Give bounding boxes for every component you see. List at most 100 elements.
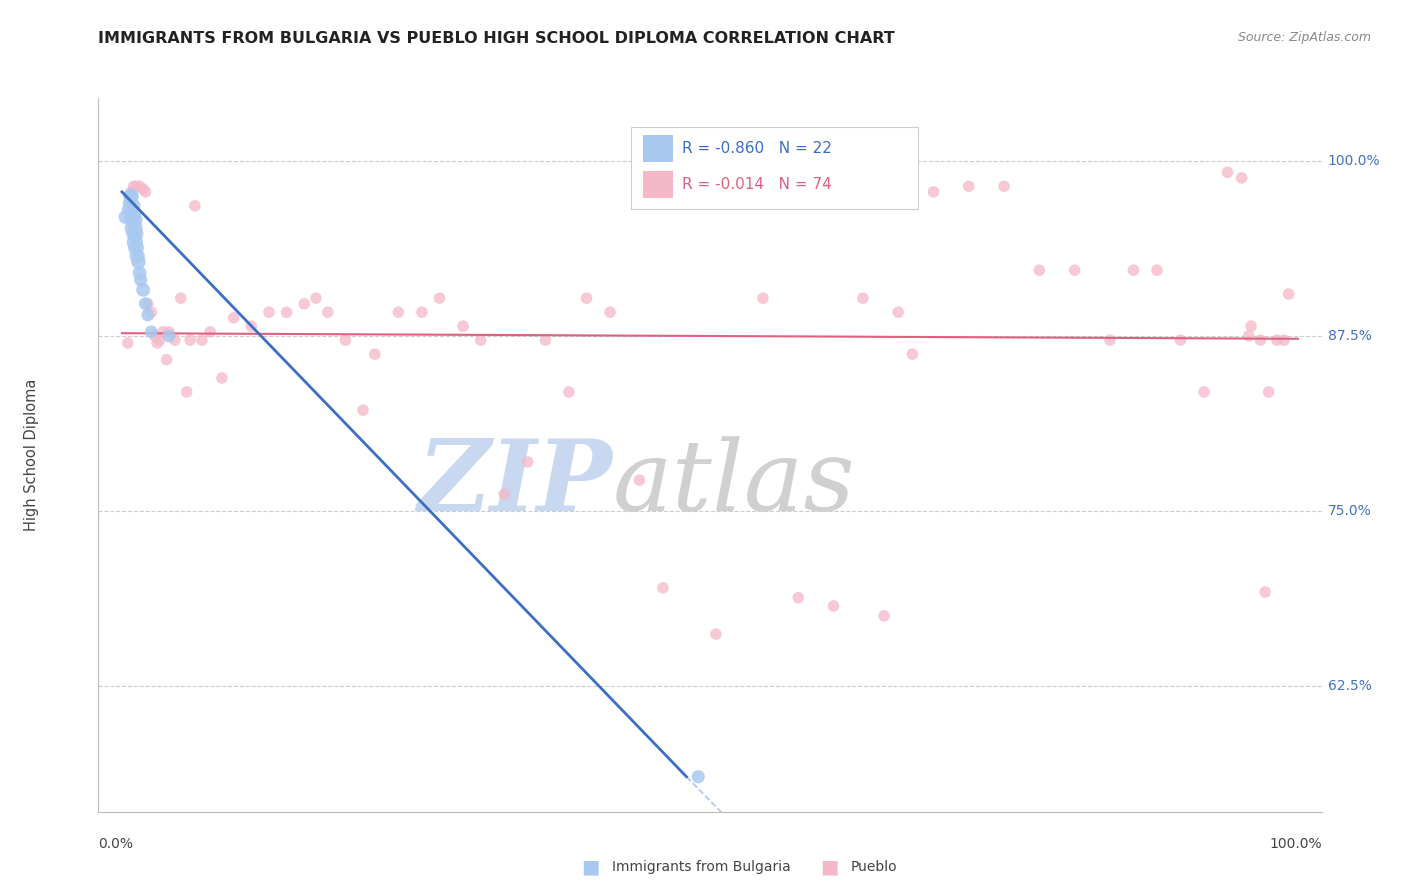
Text: Source: ZipAtlas.com: Source: ZipAtlas.com [1237, 31, 1371, 45]
Point [124, 235, 146, 250]
Point [117, 336, 139, 351]
Point [335, 333, 357, 347]
Point [184, 199, 207, 213]
Point [1265, 333, 1288, 347]
Point [1230, 170, 1253, 185]
Point [191, 333, 214, 347]
Text: R = -0.860   N = 22: R = -0.860 N = 22 [682, 141, 832, 156]
Point [316, 305, 339, 319]
Point [240, 319, 263, 334]
Point [179, 333, 201, 347]
Point [534, 333, 557, 347]
Point [1272, 333, 1295, 347]
Point [222, 310, 245, 325]
Point [852, 291, 875, 305]
Point [141, 325, 163, 339]
Point [599, 305, 621, 319]
Point [118, 196, 141, 211]
Point [922, 185, 945, 199]
Point [141, 305, 163, 319]
Point [993, 179, 1015, 194]
Point [129, 273, 152, 287]
Point [134, 297, 156, 311]
Point [887, 305, 910, 319]
Point [1278, 287, 1301, 301]
Point [132, 182, 155, 196]
Point [688, 770, 710, 784]
Point [143, 329, 166, 343]
Point [136, 308, 159, 322]
FancyBboxPatch shape [630, 127, 918, 209]
Point [157, 329, 180, 343]
Text: ■: ■ [581, 857, 600, 877]
Point [787, 591, 810, 605]
Point [704, 627, 727, 641]
Point [1098, 333, 1121, 347]
Point [901, 347, 924, 361]
Point [652, 581, 675, 595]
Point [170, 291, 193, 305]
Point [873, 608, 896, 623]
Text: IMMIGRANTS FROM BULGARIA VS PUEBLO HIGH SCHOOL DIPLOMA CORRELATION CHART: IMMIGRANTS FROM BULGARIA VS PUEBLO HIGH … [98, 31, 896, 46]
Text: ■: ■ [820, 857, 839, 877]
Point [957, 179, 980, 194]
Point [257, 305, 280, 319]
Point [352, 403, 374, 417]
Point [122, 212, 145, 227]
Bar [643, 136, 673, 162]
Point [132, 283, 155, 297]
Point [125, 241, 148, 255]
Point [146, 336, 169, 351]
Point [1122, 263, 1144, 277]
Point [117, 202, 139, 217]
Point [1063, 263, 1085, 277]
Text: 87.5%: 87.5% [1327, 329, 1371, 343]
Point [211, 371, 233, 385]
Point [125, 179, 148, 194]
Point [136, 297, 159, 311]
Text: 75.0%: 75.0% [1327, 504, 1371, 518]
Point [1237, 329, 1260, 343]
Point [305, 291, 328, 305]
Point [429, 291, 451, 305]
Point [470, 333, 492, 347]
Point [411, 305, 433, 319]
Point [1216, 165, 1239, 179]
Point [516, 455, 538, 469]
Point [823, 599, 845, 613]
Point [128, 179, 150, 194]
Point [1028, 263, 1050, 277]
Point [1254, 585, 1277, 599]
Point [149, 333, 172, 347]
Point [127, 255, 149, 269]
Text: ZIP: ZIP [418, 435, 612, 532]
Text: Immigrants from Bulgaria: Immigrants from Bulgaria [612, 860, 790, 874]
Point [451, 319, 474, 334]
Point [387, 305, 409, 319]
Point [198, 325, 221, 339]
Point [124, 227, 146, 241]
Point [122, 179, 145, 194]
Text: 100.0%: 100.0% [1327, 154, 1381, 168]
Text: R = -0.014   N = 74: R = -0.014 N = 74 [682, 177, 831, 192]
Point [134, 185, 156, 199]
Point [1192, 384, 1215, 399]
Point [122, 221, 145, 235]
Point [1240, 319, 1263, 334]
Point [120, 185, 142, 199]
Point [176, 384, 198, 399]
Point [152, 325, 174, 339]
Point [1146, 263, 1168, 277]
Point [156, 352, 179, 367]
Bar [643, 171, 673, 198]
Text: High School Diploma: High School Diploma [24, 379, 38, 531]
Text: Pueblo: Pueblo [851, 860, 897, 874]
Point [127, 249, 149, 263]
Point [120, 189, 142, 203]
Point [157, 325, 180, 339]
Text: 0.0%: 0.0% [98, 837, 134, 851]
Point [1249, 333, 1271, 347]
Point [494, 487, 516, 501]
Point [752, 291, 775, 305]
Point [120, 189, 142, 203]
